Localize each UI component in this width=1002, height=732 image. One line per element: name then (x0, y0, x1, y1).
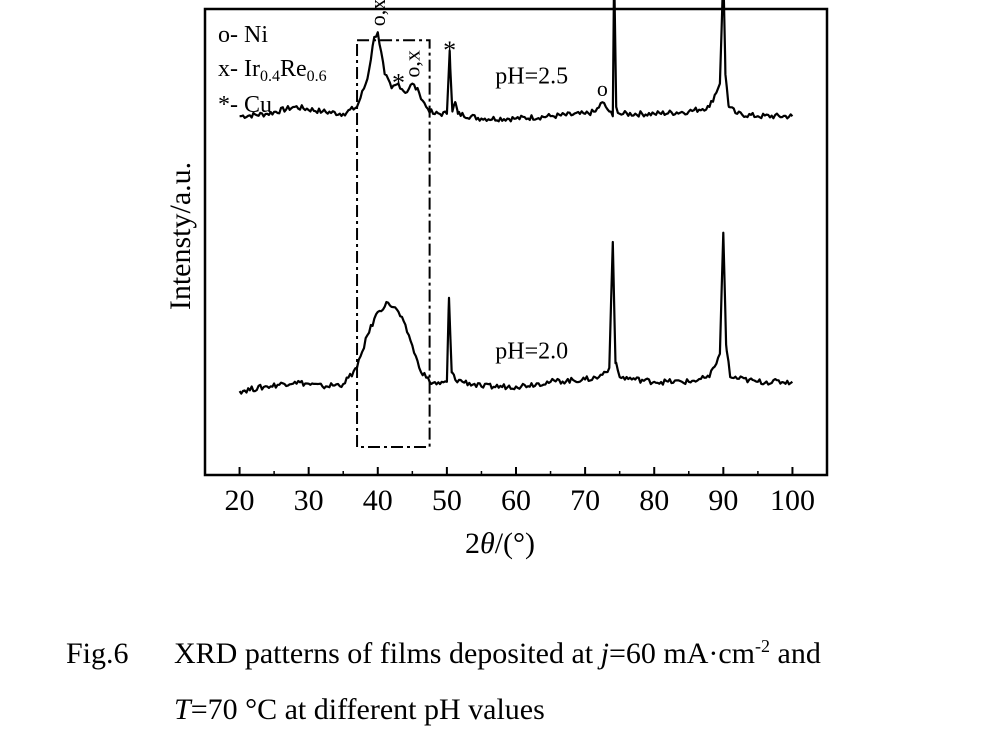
dash-dot-highlight-box (356, 39, 431, 449)
legend-entry-irre: x- Ir0.4Re0.6 (218, 56, 327, 85)
x-axis-label: 2θ/(°) (465, 527, 535, 560)
peak-annotation: * (392, 69, 405, 98)
x-tick-label: 30 (294, 484, 324, 517)
peak-annotation: o,x (399, 50, 424, 78)
peak-annotation: o (597, 76, 608, 101)
x-tick-label: 100 (770, 484, 815, 517)
x-tick-label: 40 (363, 484, 393, 517)
peak-annotation: * (443, 36, 456, 65)
series-labels: pH=2.5 pH=2.0 (495, 64, 568, 365)
figure-number: Fig.6 (66, 637, 129, 670)
y-axis-label: Intensty/a.u. (164, 162, 197, 310)
x-tick-label: 80 (639, 484, 669, 517)
x-tick-label: 20 (225, 484, 255, 517)
legend-entry-ni: o- Ni (218, 22, 268, 48)
legend: o- Ni x- Ir0.4Re0.6 *- Cu (218, 22, 327, 118)
figure-caption-line1: Fig.6 XRD patterns of films deposited at … (66, 636, 821, 670)
series-label: pH=2.0 (495, 339, 568, 365)
peak-annotations: o,x*o,x*o** (365, 0, 608, 101)
x-tick-label: 60 (501, 484, 531, 517)
x-axis-ticks: 20 30 40 50 60 70 80 90 100 (225, 467, 815, 517)
series-group (238, 0, 794, 395)
legend-entry-cu: *- Cu (218, 92, 272, 118)
figure-caption-line2: T=70 °C at different pH values (174, 693, 545, 726)
peak-annotation: o,x (365, 0, 390, 26)
series-line (238, 231, 794, 395)
x-tick-label: 70 (570, 484, 600, 517)
xrd-chart: o,x*o,x*o** pH=2.5pH=2.0 203040506070809… (164, 0, 829, 560)
highlight-rect (356, 39, 431, 449)
series-label: pH=2.5 (495, 64, 568, 90)
series-line (239, 0, 794, 123)
x-tick-label: 50 (432, 484, 462, 517)
x-tick-label: 90 (708, 484, 738, 517)
